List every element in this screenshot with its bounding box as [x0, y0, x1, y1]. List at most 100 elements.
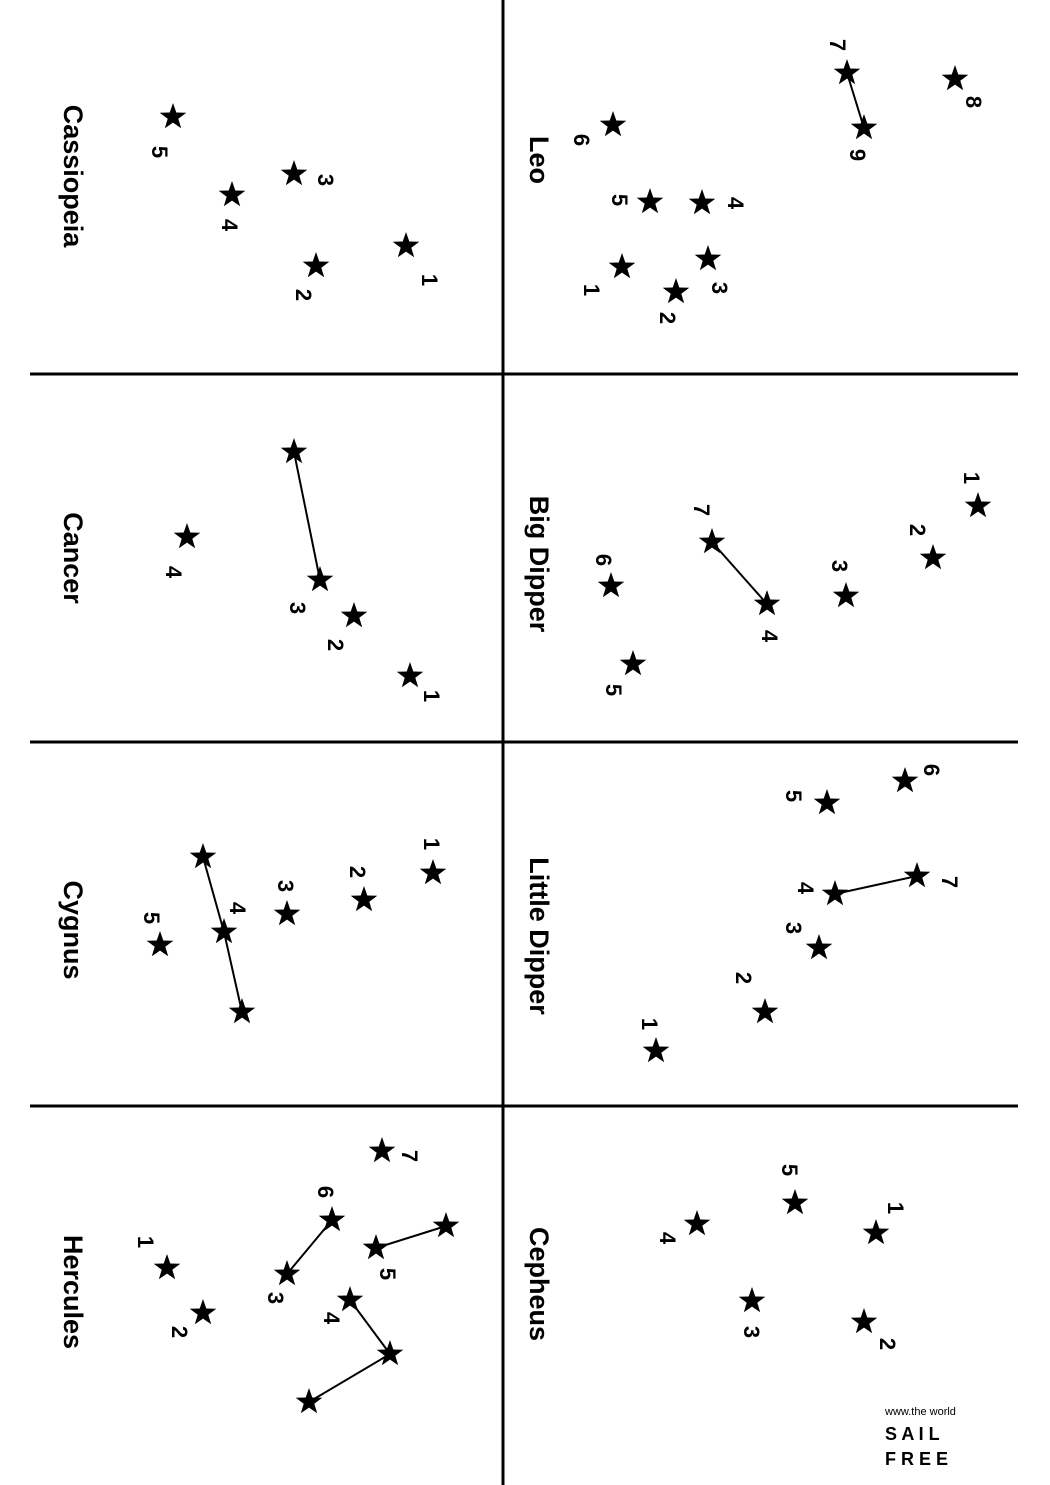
link-cancer	[293, 451, 321, 581]
star-icon	[599, 111, 627, 137]
link-littledipper-4-7	[834, 875, 918, 895]
star-icon	[919, 544, 947, 570]
star-label: 7	[689, 504, 714, 516]
star-icon	[340, 602, 368, 628]
star-icon	[688, 189, 716, 215]
star-label: 2	[731, 972, 756, 984]
star-label: 2	[655, 312, 680, 324]
star-label: 5	[139, 912, 164, 924]
constellation-cassiopeia: 1 2 3 4 5	[147, 103, 442, 301]
watermark-line: www.the world	[884, 1406, 956, 1418]
star-icon	[683, 1210, 711, 1236]
star-label: 4	[217, 219, 242, 232]
star-label: 6	[313, 1186, 338, 1198]
grid-lines	[30, 0, 1018, 1485]
star-icon	[850, 114, 878, 140]
title-cassiopeia: Cassiopeia	[58, 105, 88, 249]
link-hercules-bottom	[308, 1353, 391, 1403]
watermark-line: F R E E	[885, 1449, 948, 1469]
star-icon	[432, 1212, 460, 1238]
constellation-cygnus: 1 2 3 4 5	[139, 838, 447, 1024]
star-icon	[336, 1286, 364, 1312]
star-icon	[228, 998, 256, 1024]
star-label: 3	[827, 560, 852, 572]
star-label: 3	[781, 922, 806, 934]
constellation-big-dipper: 1 2 3 4 5 6 7	[591, 472, 992, 696]
star-icon	[698, 528, 726, 554]
star-icon	[662, 278, 690, 304]
star-icon	[781, 1189, 809, 1215]
star-label: 4	[655, 1232, 680, 1245]
star-icon	[362, 1234, 390, 1260]
star-icon	[751, 998, 779, 1024]
star-label: 8	[961, 96, 986, 108]
star-label: 4	[319, 1312, 344, 1325]
star-icon	[832, 582, 860, 608]
star-icon	[210, 918, 238, 944]
link-cygnus-upper	[202, 856, 225, 933]
star-label: 1	[419, 838, 444, 850]
star-icon	[850, 1308, 878, 1334]
star-icon	[903, 862, 931, 888]
star-label: 7	[397, 1150, 422, 1162]
star-icon	[738, 1287, 766, 1313]
star-label: 1	[579, 284, 604, 296]
star-label: 3	[739, 1326, 764, 1338]
star-label: 6	[591, 554, 616, 566]
star-label: 5	[777, 1164, 802, 1176]
star-label: 2	[323, 639, 348, 651]
star-label: 5	[607, 194, 632, 206]
star-label: 6	[569, 134, 594, 146]
constellation-links	[202, 72, 918, 1403]
star-icon	[636, 188, 664, 214]
title-little-dipper: Little Dipper	[524, 857, 554, 1015]
watermark-line: S A I L	[885, 1424, 940, 1444]
star-label: 5	[781, 790, 806, 802]
star-icon	[159, 103, 187, 129]
title-cancer: Cancer	[58, 512, 88, 604]
star-icon	[295, 1388, 323, 1414]
star-icon	[597, 572, 625, 598]
star-icon	[862, 1219, 890, 1245]
watermark: www.the world S A I L F R E E	[884, 1406, 956, 1469]
star-icon	[964, 492, 992, 518]
star-label: 9	[845, 149, 870, 161]
star-label: 3	[273, 880, 298, 892]
star-icon	[805, 934, 833, 960]
star-icon	[280, 160, 308, 186]
star-icon	[189, 843, 217, 869]
star-label: 1	[419, 690, 444, 702]
link-leo-7-9	[846, 72, 865, 129]
star-icon	[821, 880, 849, 906]
constellation-cancer: 1 2 3 4	[161, 438, 444, 702]
panel-titles: Cassiopeia Leo Cancer Big Dipper Cygnus …	[58, 105, 554, 1349]
title-cygnus: Cygnus	[58, 880, 88, 979]
star-label: 7	[937, 876, 962, 888]
star-label: 7	[825, 39, 850, 51]
constellation-cepheus: 1 2 3 4 5	[655, 1164, 908, 1350]
star-label: 3	[313, 174, 338, 186]
title-leo: Leo	[524, 136, 554, 184]
star-label: 2	[905, 524, 930, 536]
star-icon	[619, 650, 647, 676]
star-icon	[891, 767, 919, 793]
star-label: 3	[285, 602, 310, 614]
star-icon	[642, 1037, 670, 1063]
star-label: 4	[161, 566, 186, 579]
star-label: 3	[263, 1292, 288, 1304]
star-icon	[941, 65, 969, 91]
star-icon	[146, 931, 174, 957]
star-label: 2	[291, 289, 316, 301]
star-label: 1	[883, 1202, 908, 1214]
star-label: 1	[133, 1236, 158, 1248]
star-icon	[419, 859, 447, 885]
star-icon	[368, 1137, 396, 1163]
star-label: 4	[793, 882, 818, 895]
star-label: 3	[707, 282, 732, 294]
star-icon	[153, 1254, 181, 1280]
title-hercules: Hercules	[58, 1235, 88, 1349]
star-icon	[694, 245, 722, 271]
star-icon	[318, 1206, 346, 1232]
title-big-dipper: Big Dipper	[524, 496, 554, 633]
